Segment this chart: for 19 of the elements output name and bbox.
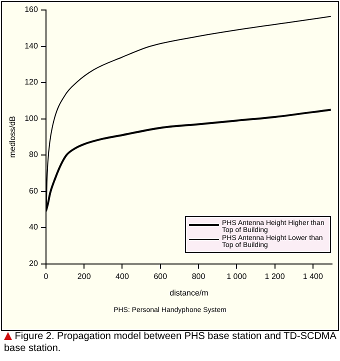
y-tick-label: 140 xyxy=(24,41,38,50)
x-tick-label: 400 xyxy=(116,272,130,281)
x-tick-label: 1 000 xyxy=(226,272,248,281)
x-tick-label: 800 xyxy=(192,272,206,281)
x-tick-label: 600 xyxy=(154,272,168,281)
x-axis-title: distance/m xyxy=(170,288,209,298)
x-tick-label: 200 xyxy=(77,272,92,281)
x-tick-label: 0 xyxy=(44,272,49,281)
x-tick-label: 1 200 xyxy=(264,272,286,281)
y-tick-label: 20 xyxy=(29,259,38,268)
y-tick-label: 160 xyxy=(24,5,38,14)
y-tick-label: 120 xyxy=(24,78,38,87)
y-tick-label: 40 xyxy=(29,222,38,232)
y-tick-label: 80 xyxy=(29,150,38,160)
x-tick-label: 1 400 xyxy=(302,272,324,281)
y-axis-title: medloss/dB xyxy=(8,116,18,158)
y-tick-label: 60 xyxy=(29,186,38,196)
y-tick-label: 100 xyxy=(24,114,38,123)
caption: Figure 2. Propagation model between PHS base station and TD-SCDMA base station. xyxy=(4,331,336,354)
